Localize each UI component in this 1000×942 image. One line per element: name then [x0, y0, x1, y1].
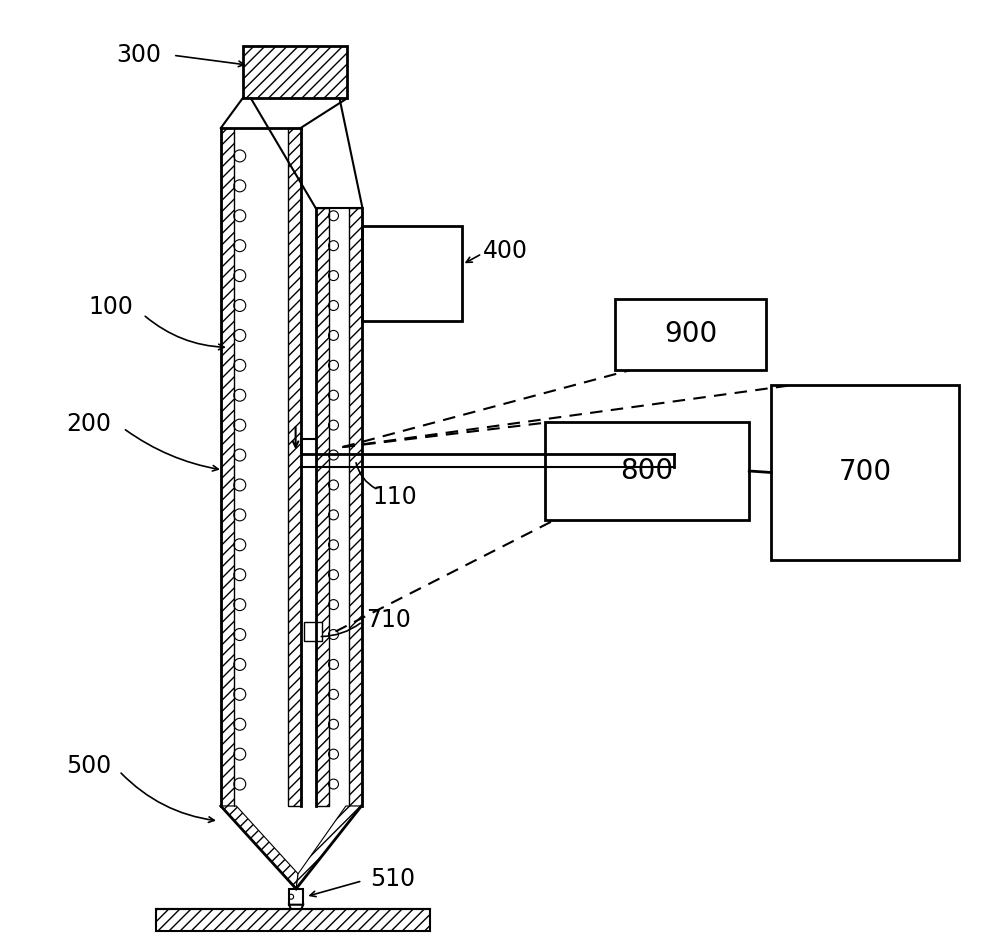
Bar — [243, 46, 347, 98]
Polygon shape — [289, 904, 303, 922]
Bar — [615, 299, 766, 370]
Bar — [771, 385, 959, 560]
Text: 400: 400 — [482, 238, 527, 263]
Text: 100: 100 — [89, 296, 134, 319]
Bar — [289, 888, 303, 904]
Bar — [288, 128, 301, 806]
Bar — [304, 622, 322, 642]
Bar — [349, 208, 362, 806]
Bar — [316, 208, 329, 806]
Polygon shape — [221, 806, 298, 888]
Text: 900: 900 — [664, 320, 717, 349]
Text: 700: 700 — [838, 459, 891, 486]
Bar — [362, 226, 462, 321]
Text: 800: 800 — [621, 457, 674, 485]
Text: 510: 510 — [370, 867, 415, 891]
Text: 500: 500 — [67, 755, 112, 778]
Bar — [156, 909, 430, 931]
Bar — [221, 128, 234, 806]
Polygon shape — [296, 806, 361, 888]
Text: 710: 710 — [366, 608, 411, 631]
Text: 300: 300 — [117, 43, 162, 67]
Polygon shape — [362, 228, 452, 276]
Text: 110: 110 — [373, 485, 418, 509]
Polygon shape — [362, 285, 452, 319]
Text: 200: 200 — [67, 413, 112, 436]
Bar — [545, 422, 749, 520]
